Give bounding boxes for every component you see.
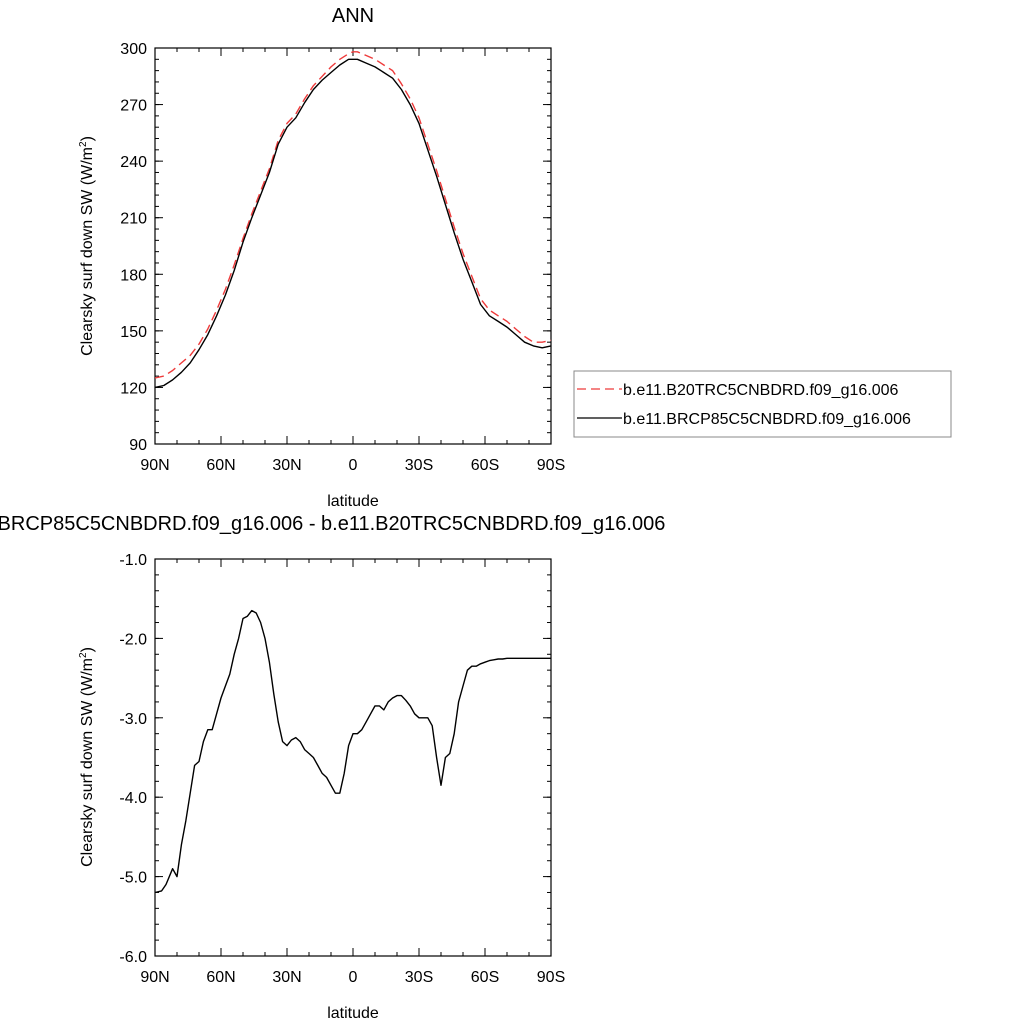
top-chart-ylabel-main: Clearsky surf down SW (W/m [79, 147, 96, 356]
y-tick-label: 210 [120, 211, 147, 228]
top-chart-ylabel-tail: ) [79, 136, 96, 141]
x-tick-label: 60S [471, 969, 499, 986]
x-tick-label: 30S [405, 969, 433, 986]
x-tick-label: 90S [537, 969, 565, 986]
bottom-chart-ticks: 90N 60N 30N 0 30S 60S 90S -6.0 -5.0 -4.0 -3.0 -2.0 -… [119, 552, 565, 986]
y-tick-label: 90 [129, 437, 147, 454]
series-line-2 [154, 58, 552, 389]
x-tick-label: 60N [206, 969, 235, 986]
y-tick-label: 240 [120, 154, 147, 171]
bottom-chart-ylabel-tail: ) [79, 647, 96, 652]
legend-box [573, 370, 952, 438]
top-chart-plot-frame [154, 47, 552, 445]
bottom-chart-ylabel-main: Clearsky surf down SW (W/m [79, 658, 96, 867]
x-tick-label: 90N [140, 969, 169, 986]
top-chart-title: ANN [332, 5, 374, 27]
bottom-chart: .BRCP85C5CNBDRD.f09_g16.006 - b.e11.B20T… [0, 513, 665, 1022]
y-tick-label: -6.0 [119, 949, 147, 966]
y-tick-label: -3.0 [119, 711, 147, 728]
x-tick-label: 30S [405, 457, 433, 474]
bottom-chart-lines [154, 609, 551, 894]
y-tick-label: 270 [120, 98, 147, 115]
top-chart-ylabel: Clearsky surf down SW (W/m2) [78, 136, 96, 356]
bottom-chart-plot-frame [154, 558, 552, 957]
bottom-chart-ylabel-sup: 2 [78, 652, 89, 658]
series-line-1 [154, 51, 552, 379]
legend-label-series-2: b.e11.BRCP85C5CNBDRD.f09_g16.006 [623, 411, 911, 428]
legend-label-series-1: b.e11.B20TRC5CNBDRD.f09_g16.006 [623, 382, 899, 399]
top-chart-xlabel: latitude [327, 493, 379, 510]
x-tick-label: 60N [206, 457, 235, 474]
x-tick-label: 0 [349, 457, 358, 474]
x-tick-label: 30N [272, 457, 301, 474]
top-chart-lines [154, 51, 552, 389]
x-tick-label: 30N [272, 969, 301, 986]
bottom-chart-xlabel: latitude [327, 1005, 379, 1022]
y-tick-label: 120 [120, 380, 147, 397]
series-line-1 [154, 609, 551, 894]
x-tick-label: 60S [471, 457, 499, 474]
x-tick-label: 90N [140, 457, 169, 474]
x-tick-label: 90S [537, 457, 565, 474]
x-tick-label: 0 [349, 969, 358, 986]
y-tick-label: -1.0 [119, 552, 147, 569]
bottom-chart-title: .BRCP85C5CNBDRD.f09_g16.006 - b.e11.B20T… [0, 513, 665, 535]
top-chart-ylabel-sup: 2 [78, 141, 89, 147]
y-tick-label: 150 [120, 324, 147, 341]
top-chart: ANN 90N 60N 30N 0 30S 60S 90S 90 120 150 180 210 240… [78, 5, 565, 510]
y-tick-label: 180 [120, 267, 147, 284]
y-tick-label: -5.0 [119, 870, 147, 887]
y-tick-label: -2.0 [119, 631, 147, 648]
y-tick-label: 300 [120, 41, 147, 58]
y-tick-label: -4.0 [119, 790, 147, 807]
top-chart-ticks: 90N 60N 30N 0 30S 60S 90S 90 120 150 180 210 240 270 3… [120, 41, 565, 474]
bottom-chart-ylabel: Clearsky surf down SW (W/m2) [78, 647, 96, 867]
top-chart-legend: b.e11.B20TRC5CNBDRD.f09_g16.006 b.e11.BR… [573, 370, 952, 438]
